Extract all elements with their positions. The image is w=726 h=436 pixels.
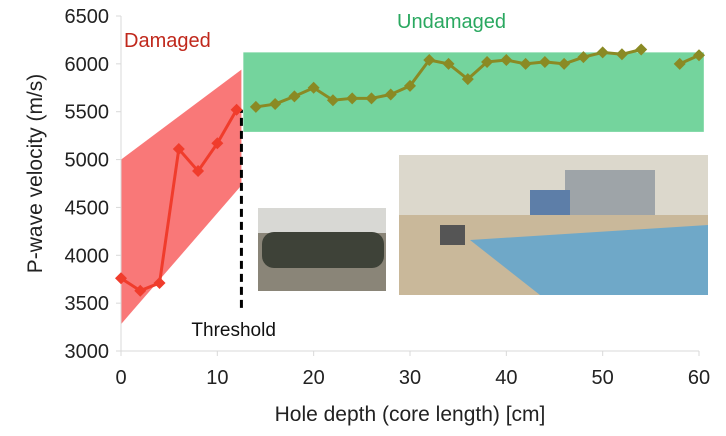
x-tick-label: 50 xyxy=(592,367,614,389)
data-point xyxy=(153,277,166,290)
data-point xyxy=(365,92,378,105)
data-point xyxy=(596,46,609,59)
x-tick-label: 10 xyxy=(206,367,228,389)
data-point xyxy=(538,55,551,68)
y-tick-label: 3500 xyxy=(65,293,110,315)
data-point xyxy=(461,73,474,86)
data-point xyxy=(192,165,205,178)
data-point xyxy=(481,55,494,68)
data-point xyxy=(519,57,532,70)
x-tick-label: 40 xyxy=(495,367,517,389)
y-tick-label: 6500 xyxy=(65,6,110,28)
band xyxy=(121,69,242,325)
photo-core-sample xyxy=(262,232,384,268)
threshold-label: Threshold xyxy=(191,320,276,341)
data-point xyxy=(577,51,590,64)
data-point xyxy=(423,54,436,67)
data-point xyxy=(500,54,513,67)
photo-lab-device xyxy=(530,190,570,215)
data-point xyxy=(307,81,320,94)
data-point xyxy=(288,90,301,103)
data-point xyxy=(558,57,571,70)
photo-lab-mat xyxy=(470,225,708,295)
x-axis-label: Hole depth (core length) [cm] xyxy=(275,403,546,426)
data-point xyxy=(326,94,339,107)
photos xyxy=(258,155,708,295)
data-point xyxy=(211,137,224,150)
x-tick-label: 0 xyxy=(115,367,126,389)
y-axis-label: P-wave velocity (m/s) xyxy=(24,74,47,274)
y-tick-label: 4000 xyxy=(65,245,110,267)
data-point xyxy=(673,57,686,70)
data-point xyxy=(230,103,243,116)
photo-lab-stand xyxy=(440,225,465,245)
y-tick-label: 4500 xyxy=(65,197,110,219)
x-tick-label: 60 xyxy=(688,367,710,389)
data-point xyxy=(693,49,705,62)
data-point xyxy=(615,48,628,61)
data-point xyxy=(635,43,648,56)
data-point xyxy=(134,284,147,297)
data-point xyxy=(172,143,185,156)
band xyxy=(243,52,704,132)
y-tick-label: 6000 xyxy=(65,54,110,76)
x-tick-label: 20 xyxy=(303,367,325,389)
data-point xyxy=(115,272,127,285)
legend-label: Damaged xyxy=(124,30,211,52)
data-point xyxy=(346,92,359,105)
data-point xyxy=(404,79,416,92)
y-tick-label: 3000 xyxy=(65,341,110,363)
data-point xyxy=(249,100,262,113)
x-tick-label: 30 xyxy=(399,367,421,389)
photo-bg xyxy=(258,208,386,233)
y-tick-label: 5000 xyxy=(65,150,110,172)
data-point xyxy=(384,88,397,101)
y-tick-label: 5500 xyxy=(65,102,110,124)
data-point xyxy=(442,57,455,70)
legend-label: Undamaged xyxy=(397,11,506,33)
photo-lab-instrument xyxy=(565,170,655,215)
data-point xyxy=(269,98,282,111)
